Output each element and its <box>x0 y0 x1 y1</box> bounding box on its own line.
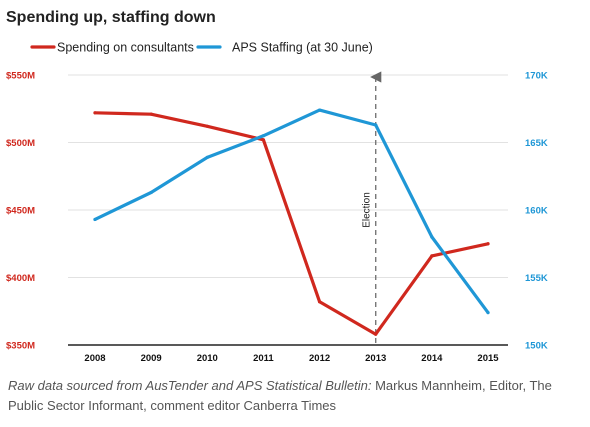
y-left-tick-label: $500M <box>6 138 35 149</box>
caption-source: Raw data sourced from AusTender and APS … <box>8 378 372 393</box>
caption-credit: Markus Mannheim, Editor, The Public Sect… <box>8 378 552 413</box>
legend-label: Spending on consultants <box>57 41 194 55</box>
x-tick-label: 2015 <box>477 353 499 364</box>
data-point <box>261 134 266 138</box>
axes: $350M $400M $450M $500M $550M 150K 155K 160K 165… <box>6 71 548 365</box>
y-right-tick-label: 150K <box>525 341 548 352</box>
y-right-tick-label: 160K <box>525 206 548 217</box>
data-point <box>149 190 153 195</box>
y-right-tick-label: 165K <box>525 138 548 149</box>
y-left-tick-label: $450M <box>6 206 35 217</box>
annotations: Election <box>362 71 382 343</box>
x-tick-label: 2012 <box>309 353 330 364</box>
source-caption: Raw data sourced from AusTender and APS … <box>8 376 583 416</box>
series-line-aps-staffing <box>93 108 490 315</box>
data-point <box>205 124 209 128</box>
data-point <box>317 108 322 112</box>
y-left-tick-label: $350M <box>6 341 35 352</box>
data-point <box>317 300 322 304</box>
election-label: Election <box>362 192 373 228</box>
series-line-consultant-spending <box>93 111 490 336</box>
data-point <box>93 111 97 115</box>
legend-label: APS Staffing (at 30 June) <box>232 41 373 55</box>
data-point <box>205 155 209 159</box>
data-point <box>374 332 378 336</box>
series-lines <box>93 108 490 336</box>
data-point <box>430 235 434 239</box>
data-point <box>486 242 490 246</box>
data-point <box>374 123 378 127</box>
x-tick-label: 2013 <box>365 353 386 364</box>
data-point <box>149 112 153 116</box>
data-point <box>261 138 266 142</box>
data-point <box>486 311 490 315</box>
x-tick-label: 2008 <box>84 353 105 364</box>
data-point <box>430 254 434 258</box>
x-tick-label: 2014 <box>421 353 443 364</box>
x-tick-label: 2011 <box>253 353 274 364</box>
legend: Spending on consultants APS Staffing (at … <box>30 41 373 55</box>
y-left-tick-label: $550M <box>6 71 35 82</box>
data-point <box>93 217 97 222</box>
y-left-tick-label: $400M <box>6 273 35 284</box>
chart-title: Spending up, staffing down <box>6 9 216 26</box>
y-right-tick-label: 155K <box>525 273 548 284</box>
x-tick-label: 2010 <box>197 353 218 364</box>
gridlines <box>68 74 508 278</box>
y-right-tick-label: 170K <box>525 71 548 82</box>
x-tick-label: 2009 <box>141 353 162 364</box>
